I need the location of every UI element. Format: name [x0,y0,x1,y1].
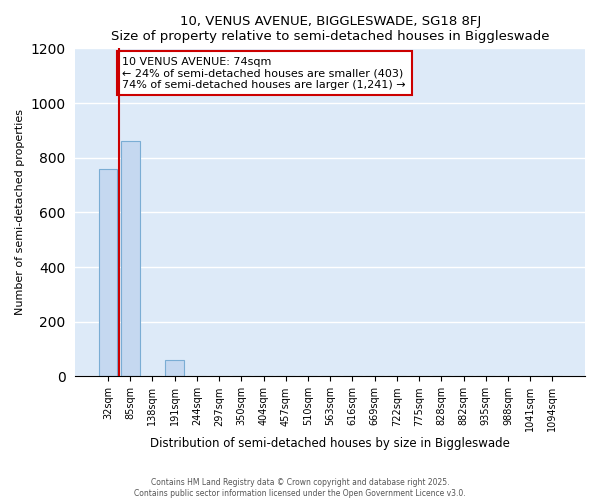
Text: 10 VENUS AVENUE: 74sqm
← 24% of semi-detached houses are smaller (403)
74% of se: 10 VENUS AVENUE: 74sqm ← 24% of semi-det… [122,56,406,90]
Title: 10, VENUS AVENUE, BIGGLESWADE, SG18 8FJ
Size of property relative to semi-detach: 10, VENUS AVENUE, BIGGLESWADE, SG18 8FJ … [111,15,550,43]
X-axis label: Distribution of semi-detached houses by size in Biggleswade: Distribution of semi-detached houses by … [150,437,510,450]
Bar [121,142,140,376]
Y-axis label: Number of semi-detached properties: Number of semi-detached properties [15,110,25,316]
Bar [98,168,118,376]
Text: Contains HM Land Registry data © Crown copyright and database right 2025.
Contai: Contains HM Land Registry data © Crown c… [134,478,466,498]
Bar [165,360,184,376]
